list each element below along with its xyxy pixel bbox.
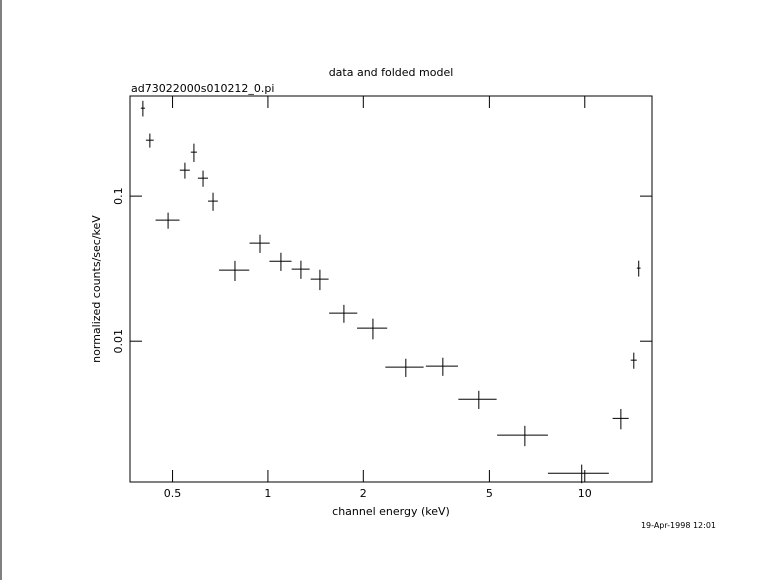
y-tick-label: 0.01 — [112, 329, 125, 354]
chart-title: data and folded model — [329, 66, 454, 79]
plot-frame — [129, 95, 653, 483]
x-tick-label: 5 — [486, 487, 493, 500]
x-tick-label: 1 — [264, 487, 271, 500]
y-axis-label: normalized counts/sec/keV — [90, 215, 103, 363]
x-tick-label: 10 — [578, 487, 592, 500]
timestamp: 19-Apr-1998 12:01 — [641, 521, 716, 530]
x-axis-label: channel energy (keV) — [332, 505, 450, 518]
y-tick-label: 0.1 — [112, 187, 125, 205]
x-tick-label: 0.5 — [164, 487, 182, 500]
chart-subtitle: ad73022000s010212_0.pi — [131, 82, 274, 95]
x-tick-label: 2 — [360, 487, 367, 500]
